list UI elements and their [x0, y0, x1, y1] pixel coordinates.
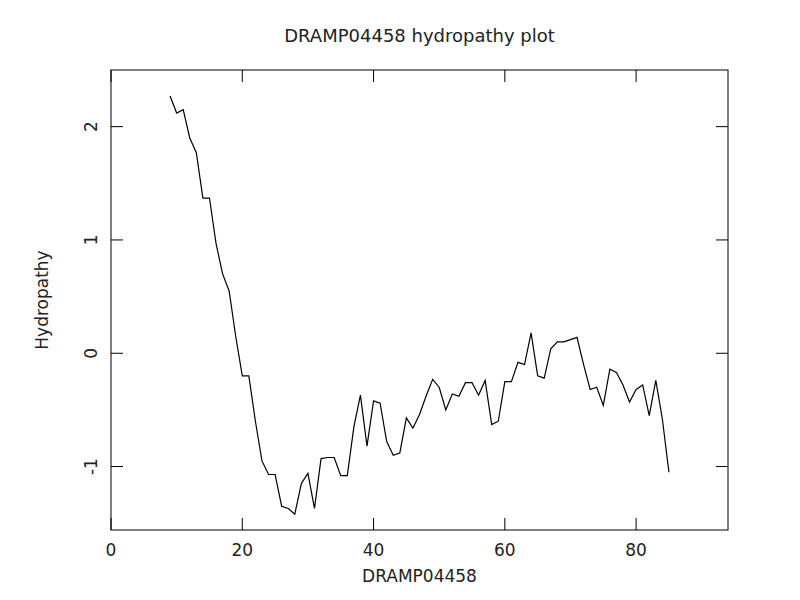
y-axis-label: Hydropathy: [32, 250, 52, 349]
x-tick: [242, 518, 243, 530]
y-tick: [111, 126, 123, 127]
chart: 0 20 40 60 80 -1 0 1 2 DRAMP04458 hydropathy plot…: [0, 0, 800, 600]
x-tick: [111, 518, 112, 530]
y-tick-label: 0: [81, 348, 101, 359]
x-tick-top: [636, 70, 637, 82]
hydropathy-line: [170, 96, 669, 514]
x-tick-label: 80: [625, 540, 647, 560]
x-tick-label: 40: [363, 540, 385, 560]
x-tick-top: [242, 70, 243, 82]
y-tick: [111, 353, 123, 354]
x-tick-top: [504, 70, 505, 82]
y-tick-label: 2: [81, 121, 101, 132]
y-tick: [111, 466, 123, 467]
y-tick-right: [716, 239, 728, 240]
x-tick: [504, 518, 505, 530]
plot-area: [170, 96, 669, 514]
x-axis-label: DRAMP04458: [362, 566, 477, 586]
plot-frame: [111, 70, 728, 530]
y-tick: [111, 239, 123, 240]
y-tick-right: [716, 466, 728, 467]
y-tick-label: 1: [81, 235, 101, 246]
x-tick-top: [373, 70, 374, 82]
x-tick: [373, 518, 374, 530]
x-tick-label: 20: [231, 540, 253, 560]
x-tick-label: 0: [106, 540, 117, 560]
y-tick-right: [716, 126, 728, 127]
x-tick: [636, 518, 637, 530]
x-tick-top: [111, 70, 112, 82]
y-tick-right: [716, 353, 728, 354]
title: DRAMP04458 hydropathy plot: [284, 25, 555, 46]
y-tick-label: -1: [81, 458, 101, 475]
x-tick-label: 60: [494, 540, 516, 560]
